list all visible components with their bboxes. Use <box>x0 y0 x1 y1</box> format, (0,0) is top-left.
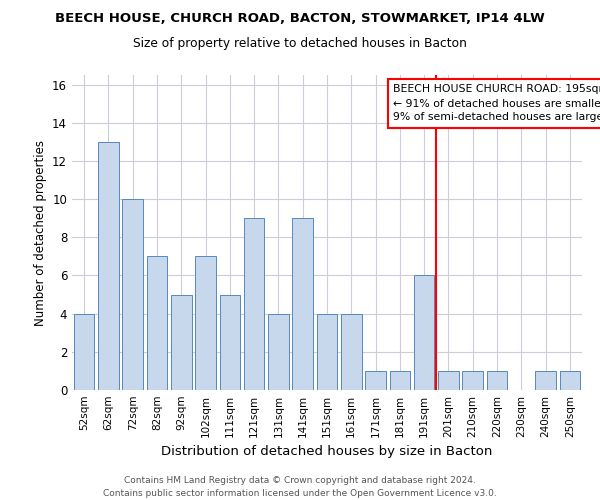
Bar <box>244 218 265 390</box>
Bar <box>535 371 556 390</box>
Bar <box>317 314 337 390</box>
Text: Contains HM Land Registry data © Crown copyright and database right 2024.
Contai: Contains HM Land Registry data © Crown c… <box>103 476 497 498</box>
Text: BEECH HOUSE CHURCH ROAD: 195sqm
← 91% of detached houses are smaller (83)
9% of : BEECH HOUSE CHURCH ROAD: 195sqm ← 91% of… <box>394 84 600 122</box>
Bar <box>171 294 191 390</box>
Bar <box>268 314 289 390</box>
Bar <box>463 371 483 390</box>
Bar <box>98 142 119 390</box>
Bar <box>560 371 580 390</box>
Bar <box>74 314 94 390</box>
Bar <box>146 256 167 390</box>
Bar <box>220 294 240 390</box>
Text: Size of property relative to detached houses in Bacton: Size of property relative to detached ho… <box>133 38 467 51</box>
Bar <box>341 314 362 390</box>
Bar <box>487 371 508 390</box>
Y-axis label: Number of detached properties: Number of detached properties <box>34 140 47 326</box>
Bar <box>365 371 386 390</box>
Bar <box>292 218 313 390</box>
Bar <box>414 276 434 390</box>
X-axis label: Distribution of detached houses by size in Bacton: Distribution of detached houses by size … <box>161 446 493 458</box>
Bar <box>438 371 459 390</box>
Text: BEECH HOUSE, CHURCH ROAD, BACTON, STOWMARKET, IP14 4LW: BEECH HOUSE, CHURCH ROAD, BACTON, STOWMA… <box>55 12 545 26</box>
Bar <box>195 256 216 390</box>
Bar <box>122 199 143 390</box>
Bar <box>389 371 410 390</box>
